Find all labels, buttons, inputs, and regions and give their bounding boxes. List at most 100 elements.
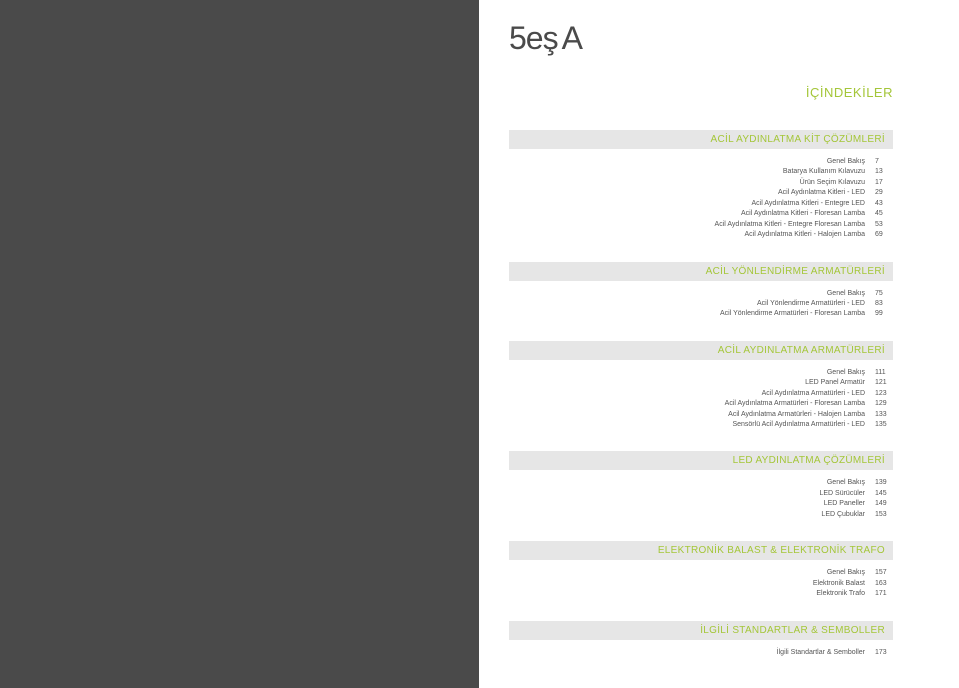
toc-row: Acil Aydınlatma Kitleri - Floresan Lamba… — [509, 209, 893, 218]
toc-row: Acil Yönlendirme Armatürleri - Floresan … — [509, 309, 893, 318]
toc-page: 133 — [875, 410, 893, 419]
toc-row: Genel Bakış139 — [509, 478, 893, 487]
toc-page: 153 — [875, 510, 893, 519]
toc-section: İLGİLİ STANDARTLAR & SEMBOLLER İlgili Sta… — [509, 621, 893, 657]
toc-row: Acil Aydınlatma Armatürleri - Halojen La… — [509, 410, 893, 419]
toc-page: 139 — [875, 478, 893, 487]
toc-label: Genel Bakış — [827, 478, 875, 487]
toc-label: LED Çubuklar — [821, 510, 875, 519]
toc-label: Acil Yönlendirme Armatürleri - LED — [757, 299, 875, 308]
toc-page: 99 — [875, 309, 893, 318]
toc-row: Genel Bakış7 — [509, 157, 893, 166]
toc-section: ACİL AYDINLATMA ARMATÜRLERİ Genel Bakış11… — [509, 341, 893, 430]
toc-label: Elektronik Balast — [813, 579, 875, 588]
page-title: İÇİNDEKİLER — [509, 85, 893, 100]
toc-row: Acil Aydınlatma Armatürleri - Floresan L… — [509, 399, 893, 408]
toc-page: 17 — [875, 178, 893, 187]
toc-row: Sensörlü Acil Aydınlatma Armatürleri - L… — [509, 420, 893, 429]
toc-row: Acil Aydınlatma Kitleri - LED29 — [509, 188, 893, 197]
toc-row: LED Panel Armatür121 — [509, 378, 893, 387]
toc-section-header: ACİL AYDINLATMA ARMATÜRLERİ — [509, 341, 893, 360]
toc-label: Elektronik Trafo — [816, 589, 875, 598]
toc-label: Acil Aydınlatma Kitleri - Entegre LED — [752, 199, 875, 208]
toc-page: 69 — [875, 230, 893, 239]
toc-section-header: ELEKTRONİK BALAST & ELEKTRONİK TRAFO — [509, 541, 893, 560]
toc-section-header: ACİL YÖNLENDİRME ARMATÜRLERİ — [509, 262, 893, 281]
toc-row: LED Sürücüler145 — [509, 489, 893, 498]
logo-part-3: A — [562, 20, 582, 57]
toc-rows: Genel Bakış139LED Sürücüler145LED Panell… — [509, 478, 893, 519]
toc-label: İlgili Standartlar & Semboller — [777, 648, 875, 657]
logo-part-1: 5 — [509, 20, 526, 57]
toc-page: 129 — [875, 399, 893, 408]
toc-page: 149 — [875, 499, 893, 508]
toc-row: Acil Aydınlatma Kitleri - Entegre LED43 — [509, 199, 893, 208]
toc-rows: Genel Bakış111LED Panel Armatür121Acil A… — [509, 368, 893, 430]
toc-page: 121 — [875, 378, 893, 387]
toc-page: 111 — [875, 368, 893, 377]
toc-page: 83 — [875, 299, 893, 308]
left-page — [0, 0, 479, 688]
toc-label: Acil Yönlendirme Armatürleri - Floresan … — [720, 309, 875, 318]
toc-page: 75 — [875, 289, 893, 298]
toc-page: 13 — [875, 167, 893, 176]
toc-row: Elektronik Balast163 — [509, 579, 893, 588]
toc-rows: Genel Bakış75Acil Yönlendirme Armatürler… — [509, 289, 893, 319]
toc-row: Acil Aydınlatma Kitleri - Entegre Flores… — [509, 220, 893, 229]
logo: 5eşA — [509, 20, 893, 57]
toc-label: Acil Aydınlatma Armatürleri - Halojen La… — [728, 410, 875, 419]
toc-rows: Genel Bakış7Batarya Kullanım Kılavuzu13Ü… — [509, 157, 893, 240]
toc-section-header: İLGİLİ STANDARTLAR & SEMBOLLER — [509, 621, 893, 640]
right-page: 5eşA İÇİNDEKİLER ACİL AYDINLATMA KİT ÇÖZ… — [479, 0, 959, 688]
toc-label: Acil Aydınlatma Armatürleri - Floresan L… — [725, 399, 875, 408]
logo-part-2: eş — [526, 20, 558, 57]
toc-section: LED AYDINLATMA ÇÖZÜMLERİGenel Bakış139LE… — [509, 451, 893, 519]
toc-page: 171 — [875, 589, 893, 598]
toc-section: ELEKTRONİK BALAST & ELEKTRONİK TRAFO Gene… — [509, 541, 893, 598]
toc-page: 123 — [875, 389, 893, 398]
toc-label: Genel Bakış — [827, 289, 875, 298]
toc-row: Acil Aydınlatma Armatürleri - LED123 — [509, 389, 893, 398]
toc-rows: Genel Bakış157Elektronik Balast163Elektr… — [509, 568, 893, 598]
toc-section: ACİL YÖNLENDİRME ARMATÜRLERİ Genel Bakış7… — [509, 262, 893, 319]
toc-label: Acil Aydınlatma Kitleri - LED — [778, 188, 875, 197]
toc-label: LED Sürücüler — [819, 489, 875, 498]
toc-label: Acil Aydınlatma Kitleri - Floresan Lamba — [741, 209, 875, 218]
toc-row: Genel Bakış157 — [509, 568, 893, 577]
toc-page: 163 — [875, 579, 893, 588]
toc-label: Batarya Kullanım Kılavuzu — [783, 167, 875, 176]
toc-page: 173 — [875, 648, 893, 657]
toc-page: 29 — [875, 188, 893, 197]
toc-label: LED Paneller — [824, 499, 875, 508]
toc-page: 45 — [875, 209, 893, 218]
toc-page: 145 — [875, 489, 893, 498]
toc-row: Acil Aydınlatma Kitleri - Halojen Lamba6… — [509, 230, 893, 239]
toc-page: 7 — [875, 157, 893, 166]
toc-rows: İlgili Standartlar & Semboller173 — [509, 648, 893, 657]
toc-label: Sensörlü Acil Aydınlatma Armatürleri - L… — [732, 420, 875, 429]
toc-label: Acil Aydınlatma Kitleri - Halojen Lamba — [745, 230, 875, 239]
toc-sections: ACİL AYDINLATMA KİT ÇÖZÜMLERİGenel Bakış… — [509, 130, 893, 679]
toc-label: Genel Bakış — [827, 157, 875, 166]
toc-label: Acil Aydınlatma Kitleri - Entegre Flores… — [715, 220, 875, 229]
toc-row: Elektronik Trafo171 — [509, 589, 893, 598]
toc-label: Genel Bakış — [827, 368, 875, 377]
toc-page: 135 — [875, 420, 893, 429]
toc-section: ACİL AYDINLATMA KİT ÇÖZÜMLERİGenel Bakış… — [509, 130, 893, 240]
toc-row: Genel Bakış111 — [509, 368, 893, 377]
toc-row: LED Çubuklar153 — [509, 510, 893, 519]
toc-label: Ürün Seçim Kılavuzu — [800, 178, 875, 187]
toc-row: Ürün Seçim Kılavuzu17 — [509, 178, 893, 187]
toc-row: Batarya Kullanım Kılavuzu13 — [509, 167, 893, 176]
toc-row: İlgili Standartlar & Semboller173 — [509, 648, 893, 657]
toc-page: 53 — [875, 220, 893, 229]
toc-page: 43 — [875, 199, 893, 208]
toc-section-header: LED AYDINLATMA ÇÖZÜMLERİ — [509, 451, 893, 470]
toc-label: Acil Aydınlatma Armatürleri - LED — [762, 389, 875, 398]
toc-page: 157 — [875, 568, 893, 577]
toc-row: LED Paneller149 — [509, 499, 893, 508]
toc-row: Genel Bakış75 — [509, 289, 893, 298]
toc-row: Acil Yönlendirme Armatürleri - LED83 — [509, 299, 893, 308]
toc-label: LED Panel Armatür — [805, 378, 875, 387]
toc-label: Genel Bakış — [827, 568, 875, 577]
